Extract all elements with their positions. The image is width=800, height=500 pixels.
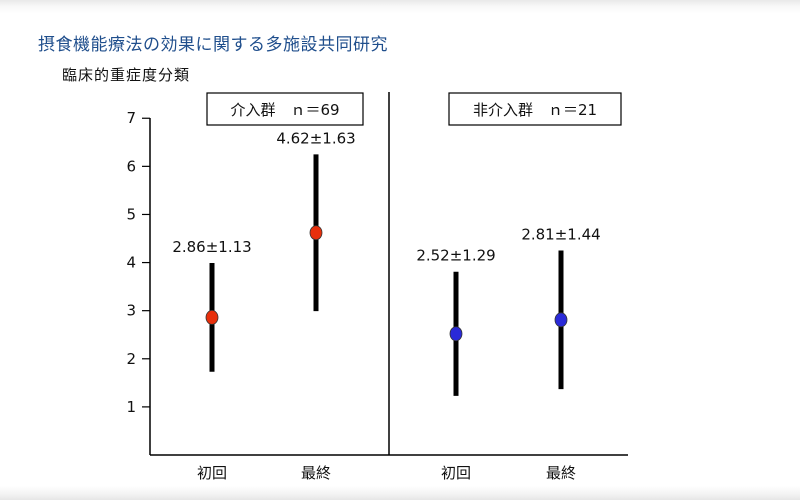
group-label-box	[206, 92, 364, 126]
data-label: 4.62±1.63	[276, 129, 355, 147]
y-tick-label: 7	[126, 109, 136, 127]
category-label: 最終	[301, 464, 331, 482]
groups-layer: 介入群 ｎ＝69 2.86±1.13 初回 4.62±1.63 最終 非介入群 ｎ＝21 2…	[172, 92, 622, 482]
y-tick-label: 1	[126, 398, 136, 416]
category-label: 最終	[546, 464, 576, 482]
mean-point	[309, 225, 323, 241]
y-tick-label: 4	[126, 254, 136, 272]
group-label: 介入群 ｎ＝69	[230, 101, 339, 119]
mean-point	[449, 326, 463, 342]
data-label: 2.52±1.29	[416, 247, 495, 265]
y-tick-label: 6	[126, 157, 136, 175]
group-label-box	[448, 92, 622, 126]
data-label: 2.86±1.13	[172, 238, 251, 256]
slide-title: 摂食機能療法の効果に関する多施設共同研究	[38, 35, 388, 55]
y-tick-label: 2	[126, 350, 136, 368]
data-label: 2.81±1.44	[521, 226, 600, 244]
category-label: 初回	[197, 464, 227, 482]
y-ticks: 1 2 3 4 5 6 7	[126, 109, 150, 416]
y-tick-label: 3	[126, 302, 136, 320]
group-label: 非介入群 ｎ＝21	[473, 101, 597, 119]
mean-point	[205, 310, 219, 325]
category-label: 初回	[441, 464, 471, 482]
y-tick-label: 5	[126, 205, 136, 223]
chart-subtitle: 臨床的重症度分類	[62, 66, 191, 84]
mean-point	[554, 312, 568, 328]
